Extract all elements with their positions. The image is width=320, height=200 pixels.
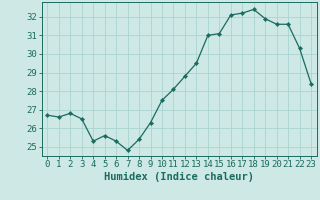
X-axis label: Humidex (Indice chaleur): Humidex (Indice chaleur) — [104, 172, 254, 182]
